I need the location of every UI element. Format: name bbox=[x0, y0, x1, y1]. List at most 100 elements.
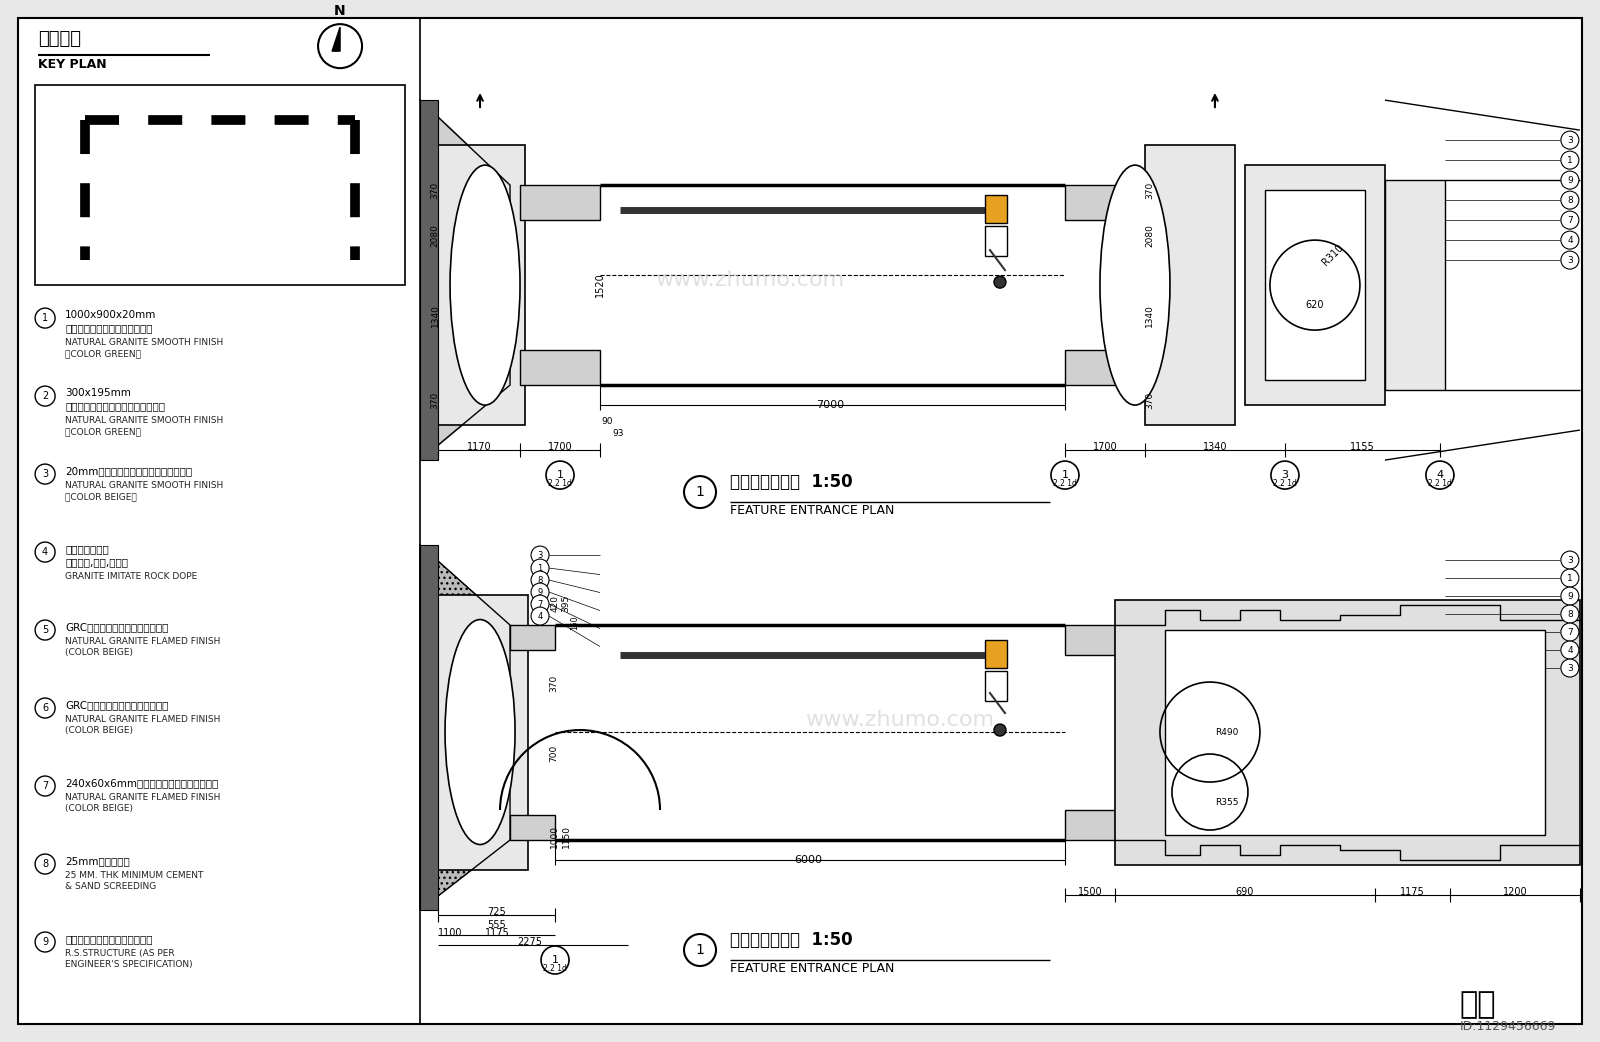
Circle shape bbox=[541, 946, 570, 974]
Text: 光面天然花岗岩（山东黄金麻）: 光面天然花岗岩（山东黄金麻） bbox=[66, 323, 152, 333]
Text: 4: 4 bbox=[1566, 235, 1573, 245]
Circle shape bbox=[1562, 587, 1579, 605]
Text: 395: 395 bbox=[562, 595, 571, 613]
Bar bbox=[520, 350, 600, 386]
Text: www.zhumo.com: www.zhumo.com bbox=[656, 270, 845, 290]
Text: 370: 370 bbox=[1146, 392, 1155, 408]
Text: 300x195mm: 300x195mm bbox=[66, 388, 131, 398]
Circle shape bbox=[35, 698, 54, 718]
Text: 1700: 1700 bbox=[1093, 442, 1117, 452]
Circle shape bbox=[1562, 231, 1579, 249]
Text: 1: 1 bbox=[557, 470, 563, 480]
Circle shape bbox=[35, 932, 54, 952]
Text: 1: 1 bbox=[696, 486, 704, 499]
Circle shape bbox=[35, 308, 54, 328]
Text: 花岗岩仿石涂料: 花岗岩仿石涂料 bbox=[66, 544, 109, 554]
Text: 3: 3 bbox=[1282, 470, 1288, 480]
Text: 1175: 1175 bbox=[485, 928, 509, 938]
Text: 8: 8 bbox=[1566, 610, 1573, 619]
Polygon shape bbox=[421, 100, 510, 461]
Bar bbox=[35, 85, 405, 286]
Bar bbox=[1266, 190, 1365, 380]
Circle shape bbox=[1562, 212, 1579, 229]
Text: 2.2 1d: 2.2 1d bbox=[1427, 479, 1451, 488]
Text: 1340: 1340 bbox=[430, 303, 440, 326]
Text: 1: 1 bbox=[1566, 573, 1573, 582]
Text: 620: 620 bbox=[1306, 300, 1325, 311]
Bar bbox=[435, 145, 525, 425]
Ellipse shape bbox=[1099, 165, 1170, 405]
Text: 725: 725 bbox=[488, 907, 507, 917]
Circle shape bbox=[1562, 641, 1579, 659]
Text: 420: 420 bbox=[550, 595, 560, 612]
Bar bbox=[438, 595, 528, 870]
Text: 入口门楼平面一  1:50: 入口门楼平面一 1:50 bbox=[730, 473, 853, 491]
Circle shape bbox=[685, 476, 717, 508]
Text: 2.2 1d: 2.2 1d bbox=[1053, 479, 1077, 488]
Bar bbox=[986, 640, 1006, 668]
Text: & SAND SCREEDING: & SAND SCREEDING bbox=[66, 882, 157, 891]
Text: 90: 90 bbox=[602, 417, 613, 426]
Text: 9: 9 bbox=[42, 937, 48, 947]
Bar bbox=[1066, 810, 1115, 840]
Text: (COLOR BEIGE): (COLOR BEIGE) bbox=[66, 648, 133, 658]
Bar bbox=[1245, 165, 1386, 405]
Text: 钢筋混凝土结构参照工程师详图: 钢筋混凝土结构参照工程师详图 bbox=[66, 934, 152, 944]
Text: 6: 6 bbox=[42, 703, 48, 713]
Text: （COLOR BEIGE）: （COLOR BEIGE） bbox=[66, 492, 138, 501]
Text: 9: 9 bbox=[1566, 176, 1573, 184]
Text: 6000: 6000 bbox=[794, 855, 822, 865]
Text: 20mm厚光面天然花岗岩（山东黄金麻）: 20mm厚光面天然花岗岩（山东黄金麻） bbox=[66, 466, 192, 476]
Text: 7: 7 bbox=[42, 782, 48, 791]
Text: 4: 4 bbox=[538, 612, 542, 621]
Text: 25 MM. THK MINIMUM CEMENT: 25 MM. THK MINIMUM CEMENT bbox=[66, 871, 203, 880]
Circle shape bbox=[1562, 131, 1579, 149]
Text: 1340: 1340 bbox=[1146, 303, 1155, 326]
Text: NATURAL GRANITE SMOOTH FINISH: NATURAL GRANITE SMOOTH FINISH bbox=[66, 481, 224, 490]
Text: R490: R490 bbox=[1214, 727, 1238, 737]
Text: 5: 5 bbox=[42, 625, 48, 635]
Text: （COLOR GREEN）: （COLOR GREEN） bbox=[66, 427, 141, 437]
Bar bbox=[1066, 625, 1115, 655]
Text: 1155: 1155 bbox=[1349, 442, 1374, 452]
Circle shape bbox=[35, 776, 54, 796]
Circle shape bbox=[531, 560, 549, 577]
Bar bbox=[421, 545, 438, 910]
Text: 370: 370 bbox=[430, 392, 440, 408]
Text: 240x60x6mm外墙砖（浅咖啡色，同建筑）: 240x60x6mm外墙砖（浅咖啡色，同建筑） bbox=[66, 778, 218, 788]
Circle shape bbox=[1562, 551, 1579, 569]
Text: 1340: 1340 bbox=[1203, 442, 1227, 452]
Bar bbox=[510, 815, 555, 840]
Circle shape bbox=[1562, 191, 1579, 209]
Text: FEATURE ENTRANCE PLAN: FEATURE ENTRANCE PLAN bbox=[730, 504, 894, 517]
Circle shape bbox=[318, 24, 362, 68]
Text: 2275: 2275 bbox=[517, 937, 542, 947]
Text: 150: 150 bbox=[571, 615, 579, 629]
Text: 690: 690 bbox=[1235, 887, 1254, 897]
Text: R355: R355 bbox=[1214, 797, 1238, 807]
Text: 7000: 7000 bbox=[816, 400, 845, 411]
Circle shape bbox=[1562, 659, 1579, 677]
Ellipse shape bbox=[445, 620, 515, 844]
Circle shape bbox=[531, 607, 549, 625]
Text: NATURAL GRANITE SMOOTH FINISH: NATURAL GRANITE SMOOTH FINISH bbox=[66, 416, 224, 425]
Bar bbox=[1146, 145, 1235, 425]
Circle shape bbox=[1562, 623, 1579, 641]
Text: 1: 1 bbox=[552, 956, 558, 965]
Circle shape bbox=[685, 934, 717, 966]
Text: 2.2 1d: 2.2 1d bbox=[549, 479, 571, 488]
Bar bbox=[986, 195, 1006, 223]
Text: 1520: 1520 bbox=[595, 273, 605, 297]
Text: N: N bbox=[334, 4, 346, 18]
Text: 1200: 1200 bbox=[1502, 887, 1528, 897]
Text: 光面天然花岗岩线脚（山东黄金麻）: 光面天然花岗岩线脚（山东黄金麻） bbox=[66, 401, 165, 412]
Bar bbox=[421, 100, 438, 461]
Bar bbox=[1165, 630, 1546, 835]
Text: 7: 7 bbox=[538, 599, 542, 609]
Text: 1700: 1700 bbox=[547, 442, 573, 452]
Text: 2080: 2080 bbox=[1146, 224, 1155, 247]
Text: NATURAL GRANITE FLAMED FINISH: NATURAL GRANITE FLAMED FINISH bbox=[66, 715, 221, 724]
Circle shape bbox=[1562, 605, 1579, 623]
Text: 25mm厚水泥砂浆: 25mm厚水泥砂浆 bbox=[66, 857, 130, 866]
Text: 4: 4 bbox=[1566, 646, 1573, 654]
